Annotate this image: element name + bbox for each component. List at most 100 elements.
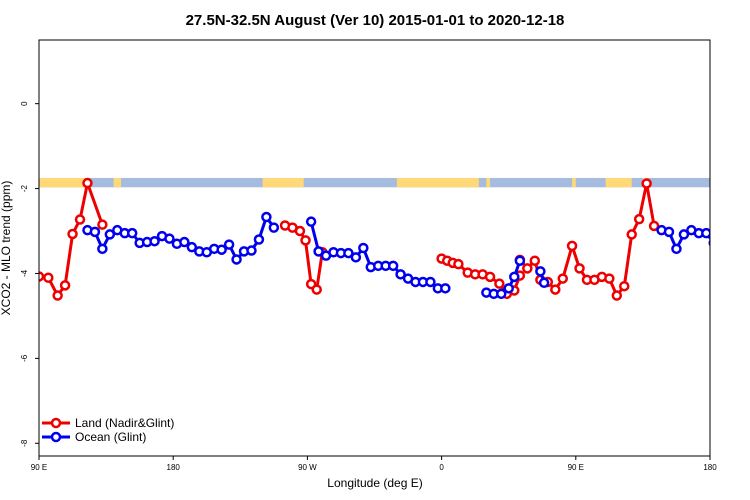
series-line-segment bbox=[284, 224, 324, 292]
chart-title: 27.5N-32.5N August (Ver 10) 2015-01-01 t… bbox=[186, 12, 565, 29]
data-point bbox=[440, 283, 451, 294]
data-point bbox=[514, 255, 526, 266]
data-point bbox=[231, 254, 242, 265]
data-point bbox=[604, 273, 615, 284]
data-point bbox=[89, 226, 101, 238]
data-point bbox=[223, 239, 235, 250]
x-tick-label: 90 E bbox=[568, 463, 584, 472]
x-tick-label: 90 E bbox=[31, 463, 47, 472]
data-point bbox=[261, 211, 272, 223]
data-point bbox=[566, 240, 578, 252]
data-point bbox=[611, 290, 623, 301]
data-point bbox=[663, 226, 675, 238]
data-point bbox=[633, 213, 645, 225]
strip-land-2 bbox=[262, 177, 304, 188]
data-point bbox=[522, 263, 533, 274]
data-point bbox=[701, 227, 710, 239]
y-tick-label: -4 bbox=[20, 269, 29, 277]
data-point bbox=[484, 271, 496, 283]
data-point bbox=[538, 277, 550, 289]
data-point bbox=[149, 235, 160, 247]
data-point bbox=[67, 228, 78, 240]
series-land-nadir-glint bbox=[39, 177, 660, 301]
data-point bbox=[626, 229, 637, 240]
y-tick-label: -6 bbox=[20, 354, 29, 362]
data-point bbox=[557, 273, 569, 284]
x-tick-label: 180 bbox=[703, 463, 717, 472]
data-point bbox=[52, 290, 63, 301]
legend-entry-land: Land (Nadir&Glint) bbox=[42, 416, 174, 430]
legend-entry-ocean: Ocean (Glint) bbox=[42, 430, 146, 444]
x-axis-label: Longitude (deg E) bbox=[327, 476, 422, 490]
data-point bbox=[717, 238, 725, 246]
data-point bbox=[300, 235, 311, 246]
land-sea-strip bbox=[39, 177, 710, 188]
legend: Land (Nadir&Glint) Ocean (Glint) bbox=[42, 416, 174, 444]
series-ocean-glint bbox=[82, 211, 748, 300]
data-point bbox=[708, 239, 710, 247]
data-point bbox=[535, 266, 546, 277]
data-point bbox=[395, 269, 406, 280]
legend-label-land: Land (Nadir&Glint) bbox=[75, 416, 174, 430]
y-tick-label: 0 bbox=[20, 101, 29, 106]
data-point bbox=[126, 227, 138, 239]
data-point bbox=[732, 232, 740, 240]
strip-land-3 bbox=[396, 177, 479, 188]
y-tick-label: -8 bbox=[20, 439, 29, 447]
data-point bbox=[678, 229, 690, 240]
data-point bbox=[216, 244, 227, 255]
strip-ocean bbox=[39, 177, 710, 188]
data-point bbox=[305, 216, 317, 227]
data-point bbox=[97, 243, 108, 255]
data-point bbox=[529, 255, 541, 266]
x-tick-label: 180 bbox=[167, 463, 181, 472]
data-point bbox=[74, 214, 86, 225]
strip-land-1 bbox=[113, 177, 122, 188]
data-point bbox=[343, 247, 354, 259]
y-tick-label: -2 bbox=[20, 184, 29, 192]
data-point bbox=[740, 235, 748, 243]
strip-land-6 bbox=[605, 177, 632, 188]
data-point bbox=[82, 177, 93, 189]
x-tick-label: 90 W bbox=[298, 463, 317, 472]
data-point bbox=[387, 260, 399, 272]
data-point bbox=[43, 272, 54, 283]
data-point bbox=[246, 245, 257, 256]
data-point bbox=[425, 276, 436, 288]
data-point bbox=[311, 284, 322, 295]
plot-frame bbox=[38, 39, 711, 457]
data-point bbox=[509, 271, 520, 283]
data-point bbox=[641, 178, 652, 189]
legend-marker-land bbox=[50, 417, 62, 429]
data-point bbox=[358, 242, 369, 254]
data-point bbox=[494, 278, 505, 289]
y-axis-label: XCO2 - MLO trend (ppm) bbox=[0, 181, 13, 316]
legend-label-ocean: Ocean (Glint) bbox=[75, 430, 146, 444]
data-point bbox=[725, 237, 733, 245]
strip-land-5 bbox=[572, 177, 576, 188]
data-point bbox=[186, 241, 198, 253]
axes: 90 E 180 90 W 0 90 E 180 0 -2 -4 -6 -8 bbox=[20, 101, 717, 472]
strip-land-4 bbox=[486, 177, 491, 188]
data-point bbox=[671, 243, 682, 255]
x-tick-label: 0 bbox=[439, 463, 444, 472]
data-point bbox=[648, 220, 660, 232]
data-point bbox=[350, 252, 362, 263]
strip-land-0 bbox=[39, 177, 86, 188]
data-point bbox=[59, 280, 71, 291]
data-point bbox=[179, 236, 190, 248]
data-point bbox=[453, 258, 464, 270]
data-point bbox=[164, 233, 175, 244]
series-layer bbox=[39, 177, 748, 301]
data-point bbox=[495, 288, 507, 300]
data-point bbox=[619, 280, 630, 292]
data-point bbox=[574, 263, 585, 274]
data-point bbox=[268, 222, 280, 233]
data-point bbox=[97, 219, 108, 230]
data-point bbox=[503, 283, 514, 294]
data-point bbox=[313, 246, 324, 257]
data-point bbox=[104, 229, 116, 240]
data-point bbox=[294, 225, 306, 237]
data-point bbox=[39, 271, 45, 282]
